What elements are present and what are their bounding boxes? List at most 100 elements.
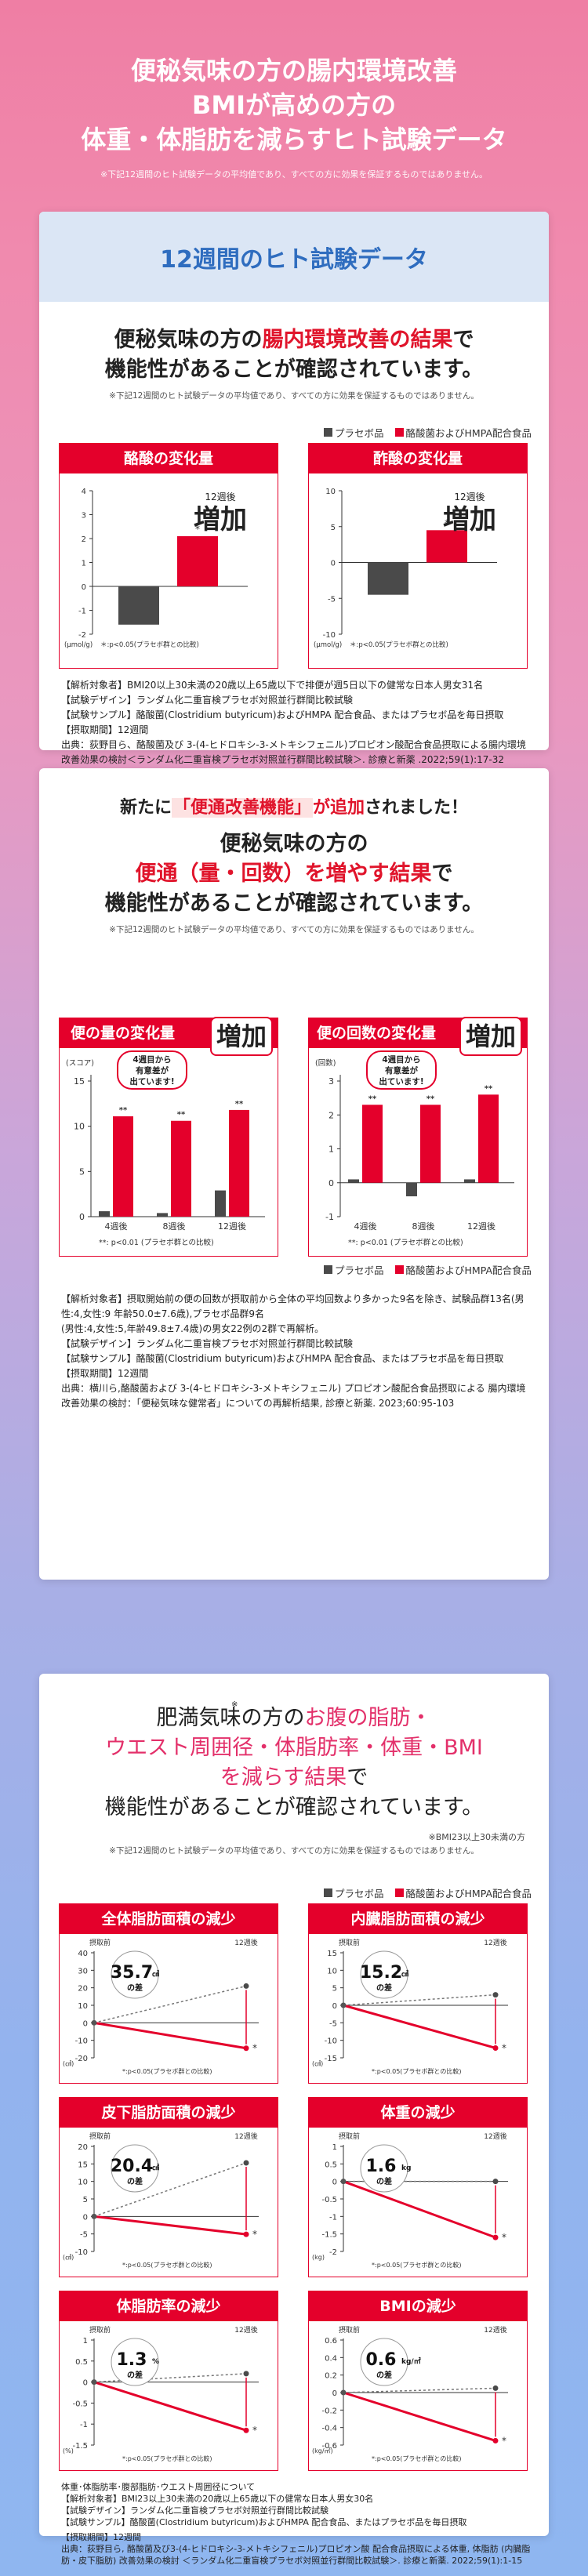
ref-line: 【解析対象者】BMI23以上30未満の20歳以上65歳以下の健常な日本人男女30…	[61, 2494, 374, 2504]
callout-text: 4週目から	[132, 1055, 171, 1065]
callout-text: 有意差が	[385, 1065, 418, 1076]
new-function-tagline: 新たに「便通改善機能」が追加されました！	[39, 793, 549, 818]
chart-svg: (スコア) 0 5 10 15 ** 4週後 ** 8週後 ** 12週後 **: p<0.01 (プ…	[66, 1050, 265, 1247]
y-tick-label: 20	[78, 1985, 88, 1994]
bar	[118, 586, 159, 625]
y-tick-label: 10	[325, 488, 336, 496]
chart-total-fat: 全体脂肪面積の減少 摂取前 12週後 -20 -10 0 10 20 30 40 (㎠) * 35.7…	[59, 1903, 278, 2084]
placebo-point	[243, 1983, 249, 1989]
significance-star: **	[426, 1094, 435, 1103]
x-label-end: 12週後	[234, 2132, 257, 2141]
y-tick-label: -5	[329, 2019, 337, 2028]
y-tick-label: 15	[74, 1076, 85, 1087]
active-point	[243, 2045, 249, 2052]
bmi-note: ※BMI23以上30未満の方	[428, 1832, 526, 1842]
unit-label: (㎠)	[63, 2060, 74, 2067]
difference-unit: ㎠	[152, 2163, 159, 2172]
y-tick-label: 5	[331, 524, 336, 532]
legend-placebo: プラセボ品	[324, 1262, 384, 1277]
x-tick-label: 8週後	[412, 1221, 435, 1232]
y-tick-label: 2	[82, 535, 86, 544]
section-band: 12週間のヒト試験データ	[39, 212, 549, 302]
x-tick-label: 12週後	[218, 1221, 246, 1232]
difference-word: の差	[376, 1983, 392, 1993]
y-tick-label: -10	[325, 2037, 337, 2046]
legend-placebo: プラセボ品	[324, 425, 384, 440]
card3-source: 【摂取期間】12週間 出典：荻野目ら, 酪酸菌及び3-(4-ヒドロキシ-3-メト…	[61, 2531, 533, 2567]
tag-highlight: 「便通改善機能」	[171, 798, 313, 818]
p-value-note: *:p<0.05(プラセボ群との比較)	[372, 2454, 461, 2462]
active-line	[93, 2381, 247, 2432]
significance-star: **	[119, 1106, 128, 1115]
y-tick-label: 0	[332, 2389, 337, 2398]
hero-line-1: 便秘気味の方の腸内環境改善	[130, 56, 457, 85]
p-value-note: ＊:p<0.05(プラセボ群との比較)	[350, 640, 448, 649]
chart-svg: 摂取前 12週後 -1.5 -1 -0.5 0 0.5 1 (%) * 1.3 % の差 *:p<0.05…	[63, 2325, 259, 2462]
active-line	[343, 2004, 496, 2049]
p-value-note: *:p<0.05(プラセボ群との比較)	[122, 2261, 212, 2269]
active-line	[343, 2391, 496, 2442]
placebo-point	[243, 2160, 249, 2166]
chart-visceral-fat: 内臓脂肪面積の減少 摂取前 12週後 -15 -10 -5 0 5 10 15 (㎠) * 15.2 ㎠…	[308, 1903, 528, 2084]
bar	[99, 1211, 110, 1217]
y-tick-label: 0	[83, 2213, 88, 2222]
y-tick-label: 1	[332, 2143, 337, 2152]
difference-badge	[111, 2144, 159, 2193]
significance-star: *	[502, 2435, 506, 2446]
ref-line: 【摂取期間】12週間	[61, 1368, 149, 1379]
y-tick-label: -1.5	[321, 2231, 337, 2240]
significance-star: *	[502, 2232, 506, 2243]
y-tick-label: 0	[83, 2019, 88, 2028]
active-point	[492, 2234, 499, 2240]
callout-text: 出ています!	[129, 1076, 174, 1087]
placebo-line	[93, 1985, 247, 2024]
y-tick-label: -0.5	[321, 2196, 337, 2204]
card1-heading: 便秘気味の方の腸内環境改善の結果で 機能性があることが確認されています。	[39, 325, 549, 385]
y-tick-label: -15	[325, 2055, 337, 2063]
y-tick-label: -2	[78, 631, 86, 640]
significance-star: *	[252, 2043, 257, 2054]
chart-title: 体重の減少	[309, 2098, 527, 2128]
y-tick-label: 5	[332, 1985, 337, 1994]
p-value-note: *:p<0.05(プラセボ群との比較)	[122, 2454, 212, 2462]
p-value-note: **: p<0.01 (プラセボ群との比較)	[348, 1238, 463, 1247]
significance-star: *	[195, 524, 200, 535]
bar	[478, 1094, 499, 1183]
y-tick-label: 3	[82, 512, 86, 521]
card2-heading: 便秘気味の方の 便通（量・回数）を増やす結果で 機能性があることが確認されていま…	[39, 768, 549, 919]
placebo-line	[343, 2387, 496, 2393]
y-tick-label: 0.5	[75, 2358, 88, 2367]
tag-part: されました！	[365, 798, 469, 818]
heading-part: 機能性があることが確認されています。	[104, 1795, 484, 1820]
placebo-swatch	[324, 428, 332, 437]
placebo-line	[343, 1994, 496, 2006]
ref-line: 【試験サンプル】酪酸菌(Clostridium butyricum)およびHMP…	[61, 709, 504, 720]
legend: プラセボ品 酪酸菌およびHMPA配合食品	[324, 1262, 532, 1277]
unit-label: (kg/㎡)	[312, 2447, 333, 2454]
p-value-note: *:p<0.05(プラセボ群との比較)	[372, 2261, 461, 2269]
unit-label: (%)	[63, 2447, 74, 2454]
bar	[229, 1109, 249, 1217]
callout-text: 4週目から	[382, 1055, 420, 1065]
y-tick-label: 0.6	[325, 2337, 337, 2346]
y-tick-label: -0.5	[72, 2400, 88, 2408]
chart-stool-volume: 便の量の変化量 (スコア) 0 5 10 15 ** 4週後 ** 8週後 ** 12週後 **: p…	[59, 1017, 278, 1257]
legend-active: 酪酸菌およびHMPA配合食品	[394, 425, 532, 440]
start-point	[340, 2002, 347, 2008]
y-tick-label: 1	[83, 2337, 88, 2346]
placebo-line	[93, 2162, 247, 2218]
significance-star: *	[252, 2425, 257, 2436]
callout-text: 有意差が	[136, 1065, 169, 1076]
unit-label: (スコア)	[66, 1059, 94, 1068]
bar	[464, 1179, 475, 1183]
ref-line: 出典：荻野目ら, 酪酸菌及び3-(4-ヒドロキシ-3-メトキシフェニル)プロピオ…	[61, 2544, 531, 2566]
start-point	[340, 2389, 347, 2396]
difference-badge	[111, 2338, 159, 2386]
chart-body-fat-rate: 体脂肪率の減少 摂取前 12週後 -1.5 -1 -0.5 0 0.5 1 (%) * 1.3% の差…	[59, 2291, 278, 2471]
tag-part: 新たに	[119, 798, 172, 818]
difference-badge	[360, 2144, 408, 2193]
y-tick-label: 0	[82, 583, 86, 592]
difference-word: の差	[127, 2176, 143, 2186]
